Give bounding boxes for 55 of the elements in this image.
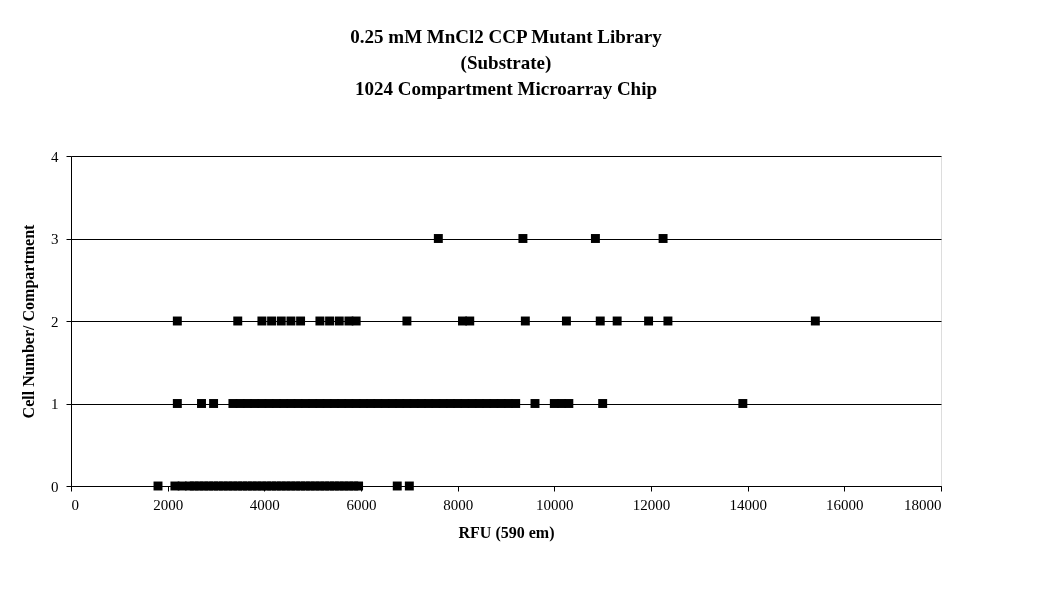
x-tick-label: 0 (71, 496, 79, 513)
y-tick-label: 0 (51, 478, 59, 495)
point (267, 316, 277, 326)
text: (Substrate) (460, 52, 552, 73)
point (644, 316, 654, 326)
point (233, 316, 243, 326)
x-axis-title: RFU (590 em) (458, 523, 555, 542)
text: 1024 Compartment Microarray Chip (354, 78, 658, 99)
point (172, 316, 182, 326)
point (257, 316, 267, 326)
point (315, 316, 325, 326)
x-tick-label: 2000 (153, 496, 184, 513)
point (564, 399, 574, 408)
point (598, 399, 608, 408)
point (663, 316, 673, 326)
x-tick-label: 14000 (729, 496, 767, 513)
x-tick-label: 8000 (443, 496, 474, 513)
point (392, 481, 402, 491)
text: 0.25 mM MnCl2 CCP Mutant Library (350, 26, 662, 47)
point (402, 316, 412, 326)
x-tick-label: 4000 (249, 496, 280, 513)
point (286, 316, 296, 326)
point (612, 316, 622, 326)
point (296, 316, 306, 326)
x-tick-label: 16000 (826, 496, 864, 513)
point (530, 399, 540, 408)
point (561, 316, 571, 326)
x-tick-label: 6000 (346, 496, 377, 513)
point (810, 316, 820, 326)
point (276, 316, 286, 326)
point (511, 399, 521, 408)
y-axis-title: Cell Number/ Compartment (20, 223, 38, 419)
point (520, 316, 530, 326)
x-tick-label: 18000 (904, 496, 942, 513)
y-tick-label: 4 (51, 148, 59, 165)
point (595, 316, 605, 326)
y-tick-label: 1 (51, 396, 59, 412)
point (658, 234, 668, 243)
point (518, 234, 528, 243)
point (590, 234, 600, 243)
point (465, 316, 475, 326)
point (354, 481, 364, 491)
point (325, 316, 335, 326)
point (209, 399, 219, 408)
y-tick-label: 2 (51, 313, 59, 330)
point (433, 234, 443, 243)
x-tick-label: 12000 (632, 496, 671, 513)
y-tick-label: 3 (51, 231, 59, 247)
point (404, 481, 414, 491)
point (197, 399, 206, 408)
x-tick-label: 10000 (536, 496, 574, 513)
point (172, 399, 182, 408)
point (738, 399, 748, 408)
point (334, 316, 344, 326)
point (351, 316, 361, 326)
